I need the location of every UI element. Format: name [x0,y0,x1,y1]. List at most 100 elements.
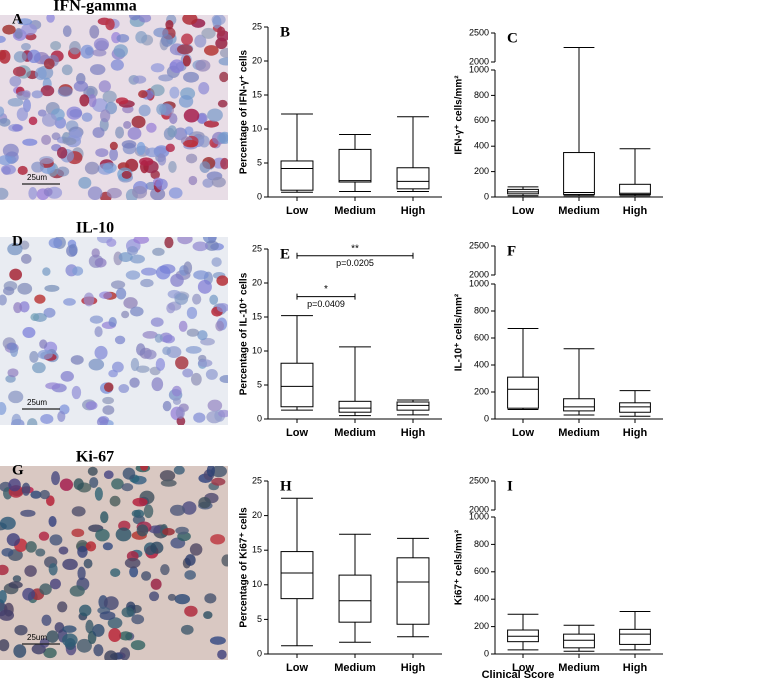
cell [92,623,105,637]
cell [121,483,134,492]
cell [22,90,31,98]
panel-letter: B [280,24,290,40]
cell [175,406,185,419]
cell [162,400,172,412]
cell [166,303,176,314]
cell [158,74,174,82]
cell [20,509,36,517]
cell [122,467,136,480]
box [619,183,651,195]
box [338,400,372,413]
cell [34,67,47,81]
y-tick-label: 20 [252,55,262,65]
cell [22,327,36,338]
cell [194,34,207,48]
cell [51,471,60,486]
cell [217,26,226,37]
cell [2,143,19,158]
box [280,551,314,600]
y-tick-label: 2500 [469,27,489,37]
cell [197,359,213,367]
cell [198,82,210,95]
box [563,152,595,195]
cell [184,570,196,580]
cell [0,187,9,200]
cell [88,358,105,371]
cell [185,153,198,164]
cell [150,187,166,200]
cell [6,342,17,351]
cell [46,15,55,23]
y-tick-label: 400 [474,141,489,151]
y-tick-label: 25 [252,243,262,253]
cell [103,596,119,611]
cell [115,126,125,139]
cell [62,137,77,146]
cell [2,24,16,35]
cell [77,545,88,558]
cell [143,349,157,360]
cell [140,466,149,471]
cell [123,297,138,309]
cell [142,330,158,339]
cell [178,320,188,332]
cell [168,160,177,173]
cell [57,86,73,97]
cell [43,58,55,70]
cell [220,157,228,170]
cell [87,466,98,476]
cell [83,292,95,307]
cell [22,138,38,146]
cell [129,254,145,264]
cell [0,516,16,530]
cell [157,153,167,166]
cell [149,591,160,602]
y-tick-label: 0 [257,648,262,658]
cell [183,139,198,148]
cell [143,504,154,519]
cell [217,649,227,660]
cell [131,614,145,625]
cell [203,45,219,56]
cell [83,558,93,569]
cell [0,609,15,621]
cell [211,257,222,267]
cell [48,237,63,249]
cell [182,55,191,67]
cell [7,368,19,378]
cell [185,554,196,566]
cell [146,122,157,133]
cell [209,294,219,305]
cell [37,109,47,117]
cell [192,241,208,252]
cell [80,44,95,59]
cell [206,466,216,477]
cell [102,396,114,405]
cell [148,525,164,534]
cell [71,528,85,538]
cell [34,294,46,304]
panel-title: Ki-67 [76,449,114,466]
cell [141,267,157,276]
cell [48,563,58,576]
cell [87,186,103,200]
y-tick-label: 2000 [469,504,489,514]
y-axis-label: Ki67⁺ cells/mm² [454,529,465,605]
cell [39,638,50,648]
cell [93,37,110,51]
box [507,376,539,409]
p-value: p=0.0205 [336,258,374,268]
cell [192,293,202,305]
cell [186,306,198,320]
y-tick-label: 10 [252,579,262,589]
cell [118,384,130,394]
y-tick-label: 1000 [469,511,489,521]
cell [43,307,56,318]
cell [62,633,78,647]
cell [130,640,146,651]
cell [27,418,38,425]
cell [180,624,194,635]
y-tick-label: 20 [252,277,262,287]
cell [49,534,63,546]
y-tick-label: 200 [474,621,489,631]
